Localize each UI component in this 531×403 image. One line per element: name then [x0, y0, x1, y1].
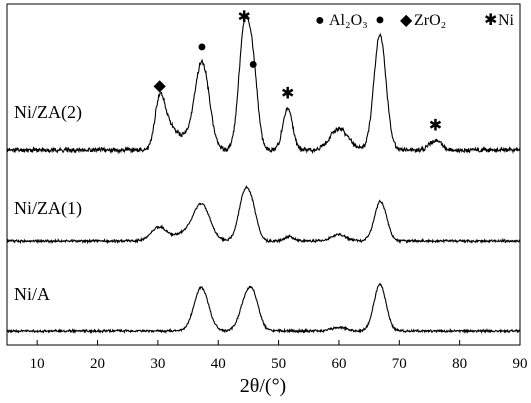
- x-tick-label: 60: [331, 356, 346, 372]
- x-tick-label: 50: [271, 356, 286, 372]
- legend-label: Al₂O₃: [329, 12, 368, 29]
- series-label: Ni/A: [14, 284, 50, 304]
- series-line: [6, 283, 521, 335]
- series-line: [6, 185, 520, 245]
- tick-layer: 10 20 30 40 50 60 70 80 90: [30, 340, 528, 372]
- x-tick-label: 70: [392, 356, 407, 372]
- x-tick-label: 80: [452, 356, 467, 372]
- peak-marker: ●: [197, 39, 207, 56]
- series-line: [6, 13, 521, 155]
- peak-marker: ●: [375, 11, 385, 28]
- peak-marker: ✱: [429, 118, 442, 135]
- x-tick-label: 20: [90, 356, 105, 372]
- peak-marker: ●: [248, 56, 258, 73]
- legend-layer: ● Al₂O₃ ◆ ZrO₂ ✱ Ni: [315, 12, 515, 29]
- legend-symbol: ◆: [400, 12, 413, 29]
- legend-label: ZrO₂: [414, 12, 446, 29]
- series-label: Ni/ZA(1): [14, 198, 82, 219]
- series-layer: [6, 13, 521, 335]
- label-layer: Ni/ZA(2) Ni/ZA(1) Ni/A: [14, 102, 82, 304]
- legend-symbol: ●: [315, 12, 325, 29]
- x-tick-label: 30: [150, 356, 165, 372]
- series-label: Ni/ZA(2): [14, 102, 82, 123]
- legend-item: ● Al₂O₃: [315, 12, 368, 29]
- marker-layer: ◆ ● ✱ ● ✱ ● ✱: [154, 9, 443, 135]
- legend-item: ✱ Ni: [484, 12, 515, 29]
- peak-marker: ✱: [281, 86, 294, 103]
- x-axis-title: 2θ/(°): [240, 375, 286, 397]
- legend-symbol: ✱: [484, 12, 497, 29]
- x-tick-label: 90: [513, 356, 528, 372]
- x-tick-label: 10: [30, 356, 45, 372]
- legend-item: ◆ ZrO₂: [400, 12, 446, 29]
- peak-marker: ◆: [154, 77, 167, 94]
- peak-marker: ✱: [237, 9, 250, 26]
- x-tick-label: 40: [211, 356, 226, 372]
- plot-frame: [6, 3, 521, 346]
- legend-label: Ni: [498, 12, 515, 29]
